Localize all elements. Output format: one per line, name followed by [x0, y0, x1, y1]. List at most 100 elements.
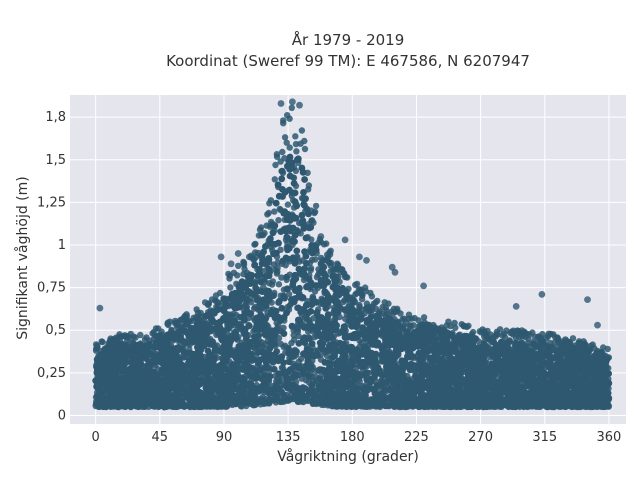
data-point	[486, 349, 494, 356]
data-point	[452, 324, 459, 331]
data-point	[277, 158, 284, 165]
data-point	[469, 328, 477, 336]
data-point	[460, 322, 467, 329]
data-point	[274, 259, 281, 266]
data-point	[226, 275, 233, 282]
data-point	[289, 353, 296, 361]
data-point	[295, 332, 302, 340]
data-point	[351, 401, 359, 409]
data-point	[320, 241, 328, 248]
data-point	[311, 208, 319, 215]
data-point	[278, 274, 285, 281]
data-point	[420, 314, 428, 321]
data-point	[290, 331, 297, 339]
chart-title-line-2: Koordinat (Sweref 99 TM): E 467586, N 62…	[166, 52, 530, 70]
data-point	[582, 341, 589, 349]
data-point	[247, 252, 255, 259]
data-point	[216, 289, 224, 297]
data-point	[141, 336, 149, 343]
data-point	[264, 211, 271, 218]
data-point	[352, 291, 359, 298]
data-point	[554, 335, 561, 342]
data-point	[352, 281, 359, 289]
data-point	[394, 305, 401, 312]
data-point	[286, 115, 293, 122]
data-point	[251, 261, 258, 269]
data-point	[494, 331, 501, 338]
data-point	[279, 148, 286, 156]
data-point	[290, 180, 298, 187]
chart-title-line-1: År 1979 - 2019	[292, 30, 405, 49]
data-point	[288, 104, 295, 112]
data-point	[280, 330, 288, 337]
data-point	[251, 241, 258, 248]
data-point	[183, 311, 190, 318]
data-point	[227, 284, 234, 291]
data-point	[293, 384, 301, 391]
data-point	[313, 298, 320, 306]
data-point	[267, 197, 275, 204]
data-point	[166, 318, 174, 325]
data-point	[294, 155, 302, 163]
data-point	[411, 314, 418, 322]
data-point	[351, 376, 359, 383]
data-point	[257, 278, 265, 286]
data-point	[155, 325, 162, 332]
data-point	[356, 303, 363, 311]
data-point	[178, 316, 185, 323]
data-point	[275, 217, 282, 224]
data-point	[250, 356, 258, 363]
data-point	[292, 133, 299, 140]
data-point	[266, 344, 274, 352]
data-point	[598, 348, 605, 356]
data-point	[308, 236, 315, 243]
data-point	[274, 264, 281, 272]
data-point	[280, 120, 287, 127]
data-point	[123, 333, 131, 341]
data-point	[512, 334, 520, 342]
data-point	[275, 370, 283, 378]
data-point	[235, 262, 242, 269]
data-point	[478, 329, 485, 336]
data-point	[305, 182, 313, 189]
data-point	[292, 140, 300, 148]
data-point	[183, 320, 191, 327]
data-point	[197, 309, 204, 317]
data-point	[323, 352, 331, 359]
data-point	[403, 328, 411, 335]
data-point	[297, 270, 305, 278]
data-point	[247, 350, 255, 358]
data-point	[99, 338, 106, 346]
data-point	[307, 267, 314, 274]
data-point	[271, 176, 278, 183]
data-point	[269, 229, 277, 237]
data-point	[382, 380, 390, 387]
data-point	[207, 335, 214, 343]
data-point	[421, 319, 428, 326]
data-point	[283, 139, 290, 146]
data-point	[277, 340, 284, 347]
data-point	[271, 208, 278, 215]
data-point	[382, 304, 389, 311]
data-point	[465, 322, 472, 329]
data-point	[402, 319, 410, 326]
data-point	[278, 364, 286, 371]
data-point	[294, 323, 302, 330]
data-point	[379, 357, 387, 364]
data-point	[301, 137, 308, 145]
data-point	[298, 127, 306, 134]
data-point	[358, 295, 366, 303]
data-point	[563, 337, 570, 344]
data-point	[332, 266, 339, 273]
data-point	[288, 339, 295, 347]
data-point	[92, 341, 100, 348]
data-point	[544, 333, 552, 340]
data-point	[362, 284, 369, 291]
data-point	[205, 300, 212, 308]
data-point	[445, 318, 452, 325]
data-point	[451, 319, 458, 327]
data-point	[277, 398, 284, 406]
data-point	[360, 343, 368, 351]
data-point	[297, 355, 305, 363]
